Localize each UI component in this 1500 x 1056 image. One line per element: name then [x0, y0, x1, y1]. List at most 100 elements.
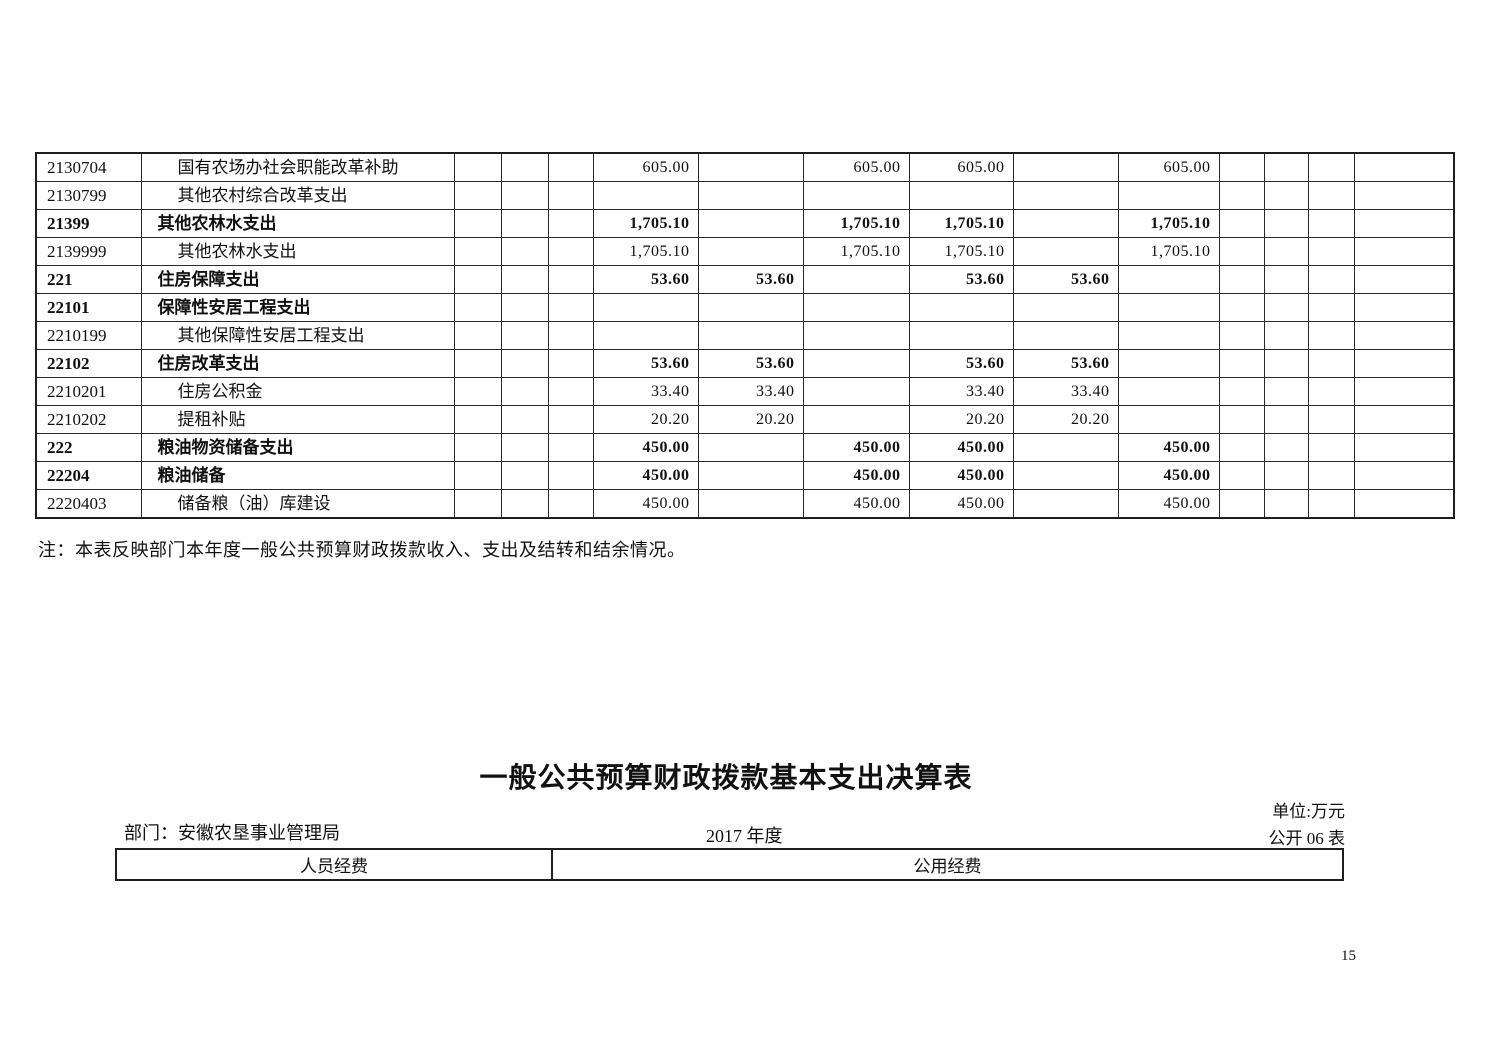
value-cell: [1263, 237, 1309, 266]
value-cell: [1263, 349, 1309, 378]
value-cell: [1117, 293, 1220, 322]
code-cell: 22102: [35, 349, 142, 378]
value-cell: [592, 181, 699, 210]
code-cell: 2139999: [35, 237, 142, 266]
value-cell: 53.60: [592, 265, 699, 294]
table-row: 2130704 国有农场办社会职能改革补助 605.00 605.00 605.00 60…: [35, 152, 1455, 182]
value-cell: [908, 293, 1014, 322]
table-row: 2139999 其他农林水支出 1,705.10 1,705.10 1,705.10 1,…: [35, 237, 1455, 266]
value-cell: 605.00: [802, 152, 910, 182]
name-cell: 保障性安居工程支出: [140, 293, 455, 322]
code-cell: 222: [35, 433, 142, 462]
table-meta: 单位:万元 公开 06 表: [1100, 798, 1346, 852]
value-cell: [1012, 237, 1119, 266]
value-cell: 1,705.10: [802, 237, 910, 266]
value-cell: 33.40: [697, 377, 804, 406]
value-cell: [500, 433, 549, 462]
value-cell: [1307, 293, 1355, 322]
value-cell: 1,705.10: [592, 209, 699, 238]
value-cell: [453, 433, 502, 462]
value-cell: [453, 293, 502, 322]
name-cell: 住房改革支出: [140, 349, 455, 378]
value-cell: [500, 321, 549, 350]
value-cell: 450.00: [908, 433, 1014, 462]
value-cell: [697, 489, 804, 519]
value-cell: [1353, 265, 1455, 294]
value-cell: [547, 209, 594, 238]
value-cell: 1,705.10: [592, 237, 699, 266]
value-cell: [1012, 209, 1119, 238]
value-cell: [453, 321, 502, 350]
value-cell: [547, 265, 594, 294]
value-cell: [1117, 349, 1220, 378]
value-cell: [697, 237, 804, 266]
value-cell: 450.00: [802, 489, 910, 519]
value-cell: [1012, 461, 1119, 490]
value-cell: [1218, 489, 1265, 519]
value-cell: [500, 489, 549, 519]
value-cell: [1307, 209, 1355, 238]
value-cell: [697, 293, 804, 322]
page-number: 15: [1341, 948, 1356, 964]
value-cell: [547, 152, 594, 182]
value-cell: [1117, 265, 1220, 294]
value-cell: [453, 209, 502, 238]
value-cell: [1218, 265, 1265, 294]
value-cell: [500, 181, 549, 210]
value-cell: [1012, 152, 1119, 182]
value-cell: 450.00: [802, 461, 910, 490]
value-cell: [1117, 181, 1220, 210]
value-cell: [802, 405, 910, 434]
value-cell: [547, 377, 594, 406]
value-cell: [453, 237, 502, 266]
value-cell: 53.60: [1012, 349, 1119, 378]
value-cell: 450.00: [908, 461, 1014, 490]
name-cell: 住房保障支出: [140, 265, 455, 294]
value-cell: [1218, 433, 1265, 462]
value-cell: 605.00: [1117, 152, 1220, 182]
value-cell: [1353, 461, 1455, 490]
table-row: 22204 粮油储备 450.00 450.00 450.00 450.00: [35, 461, 1455, 490]
value-cell: 450.00: [1117, 433, 1220, 462]
value-cell: [908, 181, 1014, 210]
value-cell: [1263, 181, 1309, 210]
value-cell: [1218, 152, 1265, 182]
value-cell: 605.00: [592, 152, 699, 182]
fiscal-year-label: 2017 年度: [706, 826, 783, 846]
table-row: 22101 保障性安居工程支出: [35, 293, 1455, 322]
value-cell: 53.60: [908, 265, 1014, 294]
value-cell: [1307, 405, 1355, 434]
code-cell: 2220403: [35, 489, 142, 519]
value-cell: 1,705.10: [1117, 237, 1220, 266]
value-cell: [1263, 209, 1309, 238]
department-label: 部门：安徽农垦事业管理局: [124, 823, 340, 843]
name-cell: 其他保障性安居工程支出: [140, 321, 455, 350]
value-cell: 20.20: [1012, 405, 1119, 434]
table-row: 221 住房保障支出 53.60 53.60 53.60 53.60: [35, 265, 1455, 294]
value-cell: [592, 293, 699, 322]
value-cell: [1263, 433, 1309, 462]
table-row: 2130799 其他农村综合改革支出: [35, 181, 1455, 210]
sheet-code-label: 公开 06 表: [1268, 829, 1346, 848]
value-cell: [1218, 293, 1265, 322]
value-cell: [1307, 433, 1355, 462]
value-cell: [1307, 181, 1355, 210]
name-cell: 其他农林水支出: [140, 237, 455, 266]
value-cell: [1218, 461, 1265, 490]
value-cell: 33.40: [592, 377, 699, 406]
value-cell: 53.60: [697, 349, 804, 378]
code-cell: 22204: [35, 461, 142, 490]
value-cell: [1263, 461, 1309, 490]
value-cell: [547, 405, 594, 434]
value-cell: [453, 377, 502, 406]
value-cell: [1218, 349, 1265, 378]
value-cell: [1353, 321, 1455, 350]
name-cell: 其他农村综合改革支出: [140, 181, 455, 210]
value-cell: 33.40: [1012, 377, 1119, 406]
code-cell: 22101: [35, 293, 142, 322]
name-cell: 粮油物资储备支出: [140, 433, 455, 462]
table-row: 2210199 其他保障性安居工程支出: [35, 321, 1455, 350]
value-cell: 450.00: [802, 433, 910, 462]
value-cell: [697, 181, 804, 210]
value-cell: [547, 181, 594, 210]
